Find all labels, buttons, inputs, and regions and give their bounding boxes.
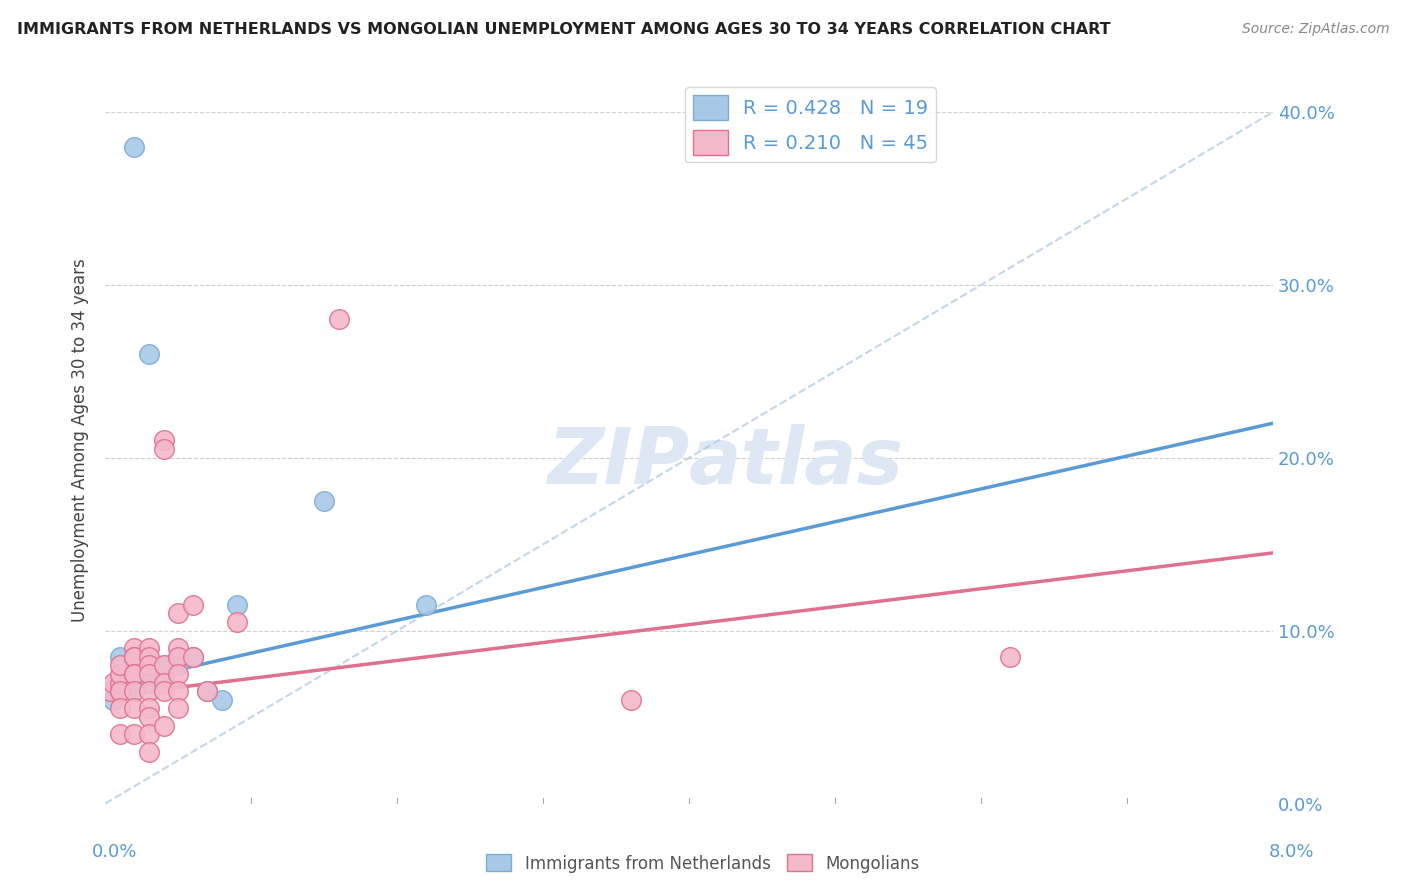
Point [167,640,190,655]
Point [167,658,190,673]
Point [108,658,131,673]
Legend: R = 0.428   N = 19, R = 0.210   N = 45: R = 0.428 N = 19, R = 0.210 N = 45 [685,87,936,162]
Point [167,701,190,715]
Point [138,649,160,664]
Point [124,675,146,690]
Point [314,494,336,508]
Point [138,684,160,698]
Point [124,701,146,715]
Point [108,684,131,698]
Point [181,649,204,664]
Point [197,684,219,698]
Point [101,693,124,707]
Point [152,434,174,448]
Point [167,666,190,681]
Point [152,666,174,681]
Point [124,684,146,698]
Point [108,727,131,741]
Point [620,693,643,707]
Point [181,598,204,612]
Point [152,684,174,698]
Point [138,640,160,655]
Point [167,684,190,698]
Point [108,684,131,698]
Point [167,649,190,664]
Point [138,666,160,681]
Point [197,684,219,698]
Point [138,701,160,715]
Point [152,719,174,733]
Point [124,684,146,698]
Point [108,649,131,664]
Point [138,710,160,724]
Legend: Immigrants from Netherlands, Mongolians: Immigrants from Netherlands, Mongolians [479,847,927,880]
Point [138,666,160,681]
Point [108,701,131,715]
Point [152,658,174,673]
Point [167,649,190,664]
Point [138,675,160,690]
Point [152,442,174,457]
Point [101,675,124,690]
Point [1000,649,1022,664]
Text: IMMIGRANTS FROM NETHERLANDS VS MONGOLIAN UNEMPLOYMENT AMONG AGES 30 TO 34 YEARS : IMMIGRANTS FROM NETHERLANDS VS MONGOLIAN… [17,22,1111,37]
Point [152,675,174,690]
Point [181,649,204,664]
Point [138,727,160,741]
Point [124,649,146,664]
Point [124,640,146,655]
Y-axis label: Unemployment Among Ages 30 to 34 years: Unemployment Among Ages 30 to 34 years [72,259,89,623]
Point [138,745,160,759]
Point [98,684,121,698]
Point [328,312,350,326]
Point [124,666,146,681]
Point [167,607,190,621]
Point [225,615,247,629]
Point [152,658,174,673]
Point [124,666,146,681]
Point [108,666,131,681]
Point [108,675,131,690]
Point [138,347,160,361]
Point [415,598,437,612]
Point [124,727,146,741]
Point [124,139,146,153]
Text: 0.0%: 0.0% [91,843,136,861]
Text: atlas: atlas [689,425,904,500]
Point [211,693,233,707]
Text: ZIP: ZIP [547,425,689,500]
Text: 8.0%: 8.0% [1270,843,1315,861]
Point [124,649,146,664]
Point [138,658,160,673]
Point [225,598,247,612]
Text: Source: ZipAtlas.com: Source: ZipAtlas.com [1241,22,1389,37]
Point [108,675,131,690]
